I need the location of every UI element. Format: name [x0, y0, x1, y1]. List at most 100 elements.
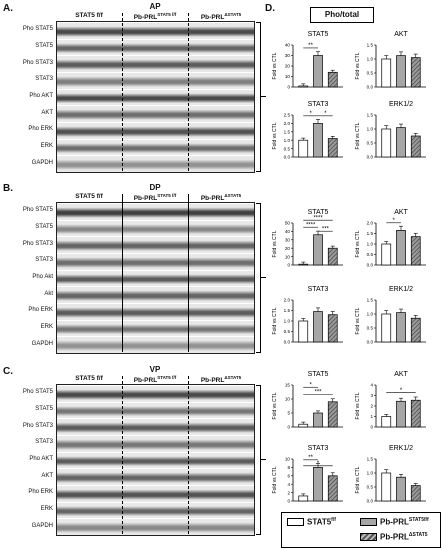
y-tick-label: 15 — [285, 383, 291, 388]
blot-title-dp: DP — [149, 183, 161, 192]
bar — [396, 127, 406, 158]
y-axis-label: Fold vs CTL — [272, 392, 278, 419]
blot-title-ap: AP — [149, 2, 161, 11]
bar — [327, 401, 338, 428]
y-tick-label: 10 — [285, 457, 291, 462]
significance-label: * — [309, 111, 312, 117]
panel-d-title: Pho/total — [310, 7, 374, 23]
y-tick-label: 1.0 — [284, 138, 291, 143]
bracket-c — [256, 385, 261, 535]
row-label: STAT5 — [35, 224, 53, 230]
group-labels-a: STAT5 f/f Pb-PRLSTAT5 f/f Pb-PRLΔSTAT5 — [56, 12, 254, 21]
row-label: GAPDH — [31, 522, 53, 529]
y-tick-label: 10 — [285, 74, 291, 79]
y-tick-label: 8 — [287, 465, 290, 470]
band-row — [57, 269, 254, 288]
y-tick-label: 0.0 — [367, 263, 374, 268]
band-row — [57, 418, 254, 436]
legend-swatch — [287, 517, 304, 526]
lane-separator — [188, 194, 189, 352]
row-label: Pho STAT3 — [22, 59, 53, 66]
y-tick-label: 1 — [370, 414, 373, 419]
group-ff: Pb-PRLSTAT5 f/f — [133, 12, 177, 22]
band-row — [57, 501, 254, 520]
y-tick-label: 0.5 — [284, 146, 291, 151]
legend-swatch — [360, 532, 377, 541]
bar — [327, 475, 338, 502]
y-axis-label: Fold vs CTL — [355, 307, 361, 334]
y-tick-label: 0 — [370, 425, 373, 430]
bar — [396, 312, 406, 343]
bracket-a — [256, 22, 261, 172]
row-labels-b: Pho STAT5 STAT5 Pho STAT3 STAT3 Pho Akt Akt Ph… — [0, 203, 53, 353]
panel-letter-a: A. — [3, 3, 13, 14]
band-row — [57, 38, 254, 57]
band-row — [57, 468, 254, 486]
band-row — [57, 155, 254, 172]
group-ff: Pb-PRLSTAT5 f/f — [133, 193, 177, 203]
band-row — [57, 72, 254, 90]
chart-title: ERK1/2 — [389, 445, 413, 452]
chart-title: STAT3 — [308, 101, 329, 108]
lane-separator — [188, 13, 189, 171]
row-label: Pho STAT5 — [22, 207, 53, 214]
bracket-b — [256, 203, 261, 353]
y-tick-label: 0 — [287, 85, 290, 90]
bar — [396, 230, 406, 266]
bar — [396, 476, 406, 502]
bar — [313, 234, 323, 266]
row-label: STAT3 — [35, 76, 53, 83]
y-tick-label: 0.5 — [367, 71, 374, 76]
y-tick-label: 1.5 — [367, 43, 374, 48]
y-tick-label: 5 — [287, 411, 290, 416]
chart-title: STAT5 — [308, 371, 329, 378]
significance-label: * — [400, 388, 403, 394]
chart-title: STAT3 — [308, 445, 329, 452]
y-tick-label: 2.0 — [284, 298, 291, 303]
bracket-tick — [260, 277, 266, 278]
chart-title: ERK1/2 — [389, 101, 413, 108]
band-row — [57, 319, 254, 338]
band-row — [57, 336, 254, 353]
y-tick-label: 0.0 — [367, 499, 374, 504]
bar — [298, 423, 309, 428]
y-tick-label: 0.5 — [284, 329, 291, 334]
bar — [410, 57, 421, 88]
y-axis-label: Fold vs CTL — [355, 466, 361, 493]
bar — [381, 472, 392, 502]
bracket-tick — [260, 459, 266, 460]
row-label: Pho STAT3 — [22, 240, 53, 247]
y-tick-label: 1.5 — [367, 457, 374, 462]
bar — [381, 416, 392, 428]
y-tick-label: 0 — [287, 425, 290, 430]
y-axis-label: Fold vs CTL — [272, 230, 278, 257]
group-ctl: STAT5 f/f — [75, 12, 103, 19]
y-tick-label: 4 — [370, 383, 373, 388]
y-tick-label: 0 — [287, 499, 290, 504]
group-d: Pb-PRLΔSTAT5 — [200, 193, 242, 203]
bar — [327, 138, 338, 158]
row-label: ERK — [40, 143, 53, 149]
band-row — [57, 435, 254, 453]
lane-separator — [122, 13, 123, 171]
y-tick-label: 0.5 — [367, 141, 374, 146]
y-tick-label: 1.0 — [367, 471, 374, 476]
row-label: Pho ERK — [28, 307, 53, 314]
significance-label: ** — [308, 43, 313, 49]
chart-title: AKT — [394, 209, 408, 216]
bar — [410, 317, 421, 343]
chart-title: AKT — [394, 371, 408, 378]
row-label: GAPDH — [31, 340, 53, 347]
bar — [396, 400, 406, 428]
panel-letter-b: B. — [3, 183, 13, 194]
legend-item-ctl: STAT5f/f — [287, 517, 336, 527]
y-tick-label: 30 — [285, 53, 291, 58]
y-tick-label: 1.5 — [367, 113, 374, 118]
bar — [410, 485, 421, 502]
y-tick-label: 1.5 — [367, 231, 374, 236]
row-label: Pho ERK — [28, 126, 53, 133]
y-axis-label: Fold vs CTL — [272, 307, 278, 334]
bar — [298, 320, 309, 343]
y-tick-label: 0.0 — [284, 155, 291, 160]
band-row — [57, 236, 254, 254]
